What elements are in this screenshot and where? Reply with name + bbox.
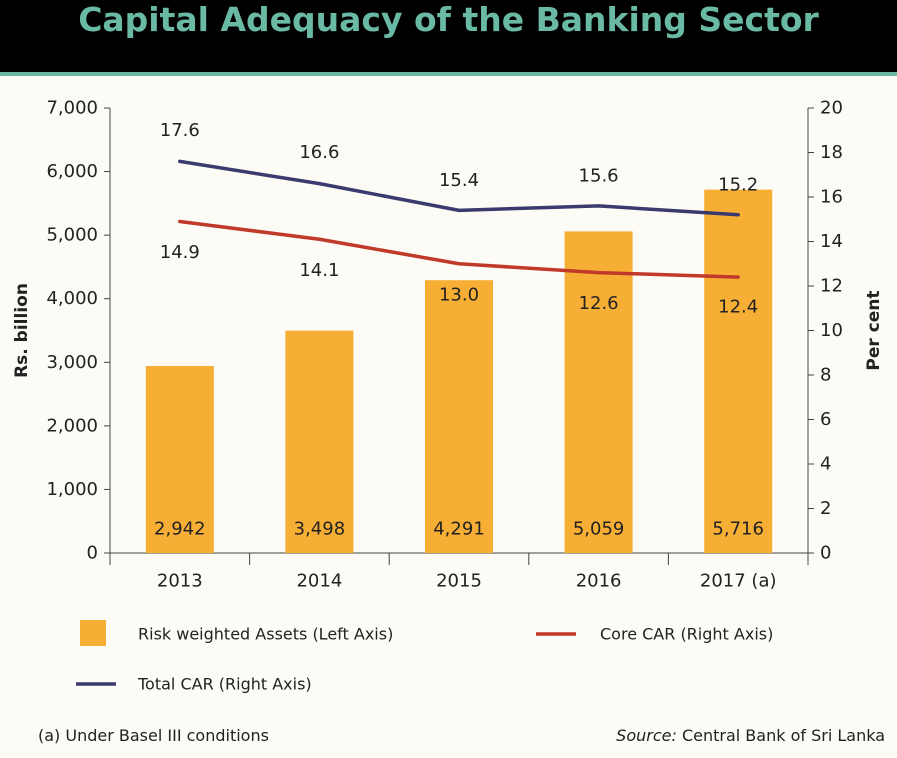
legend-label-core-car: Core CAR (Right Axis) <box>600 625 773 644</box>
y-tick-label: 6,000 <box>46 161 98 182</box>
bar-risk-weighted-assets <box>425 280 493 553</box>
x-tick-label: 2014 <box>296 571 342 592</box>
total-car-line-value-label: 15.6 <box>579 165 619 186</box>
x-tick-label: 2015 <box>436 571 482 592</box>
bar-risk-weighted-assets <box>285 330 354 553</box>
legend-label-total-car: Total CAR (Right Axis) <box>137 675 312 694</box>
footnote: (a) Under Basel III conditions <box>38 726 269 745</box>
total-car-line <box>178 159 740 217</box>
y2-tick-label: 14 <box>820 231 843 252</box>
bar-risk-weighted-assets <box>145 365 214 553</box>
core-car-line <box>178 219 740 279</box>
total-car-line-value-label: 17.6 <box>160 120 200 141</box>
bar-risk-weighted-assets <box>704 189 773 553</box>
y-tick-label: 0 <box>87 543 98 564</box>
total-car-line-value-label: 15.4 <box>439 170 479 191</box>
y2-tick-label: 18 <box>820 142 843 163</box>
y-axis-title: Rs. billion <box>12 283 32 378</box>
total-car-line-value-label: 16.6 <box>299 142 339 163</box>
y-tick-label: 2,000 <box>46 415 98 436</box>
x-tick-label: 2013 <box>157 571 203 592</box>
y-tick-label: 5,000 <box>46 225 98 246</box>
x-tick-label: 2016 <box>576 571 622 592</box>
bar-value-label: 4,291 <box>433 519 485 540</box>
legend-label-risk-weighted-assets: Risk weighted Assets (Left Axis) <box>138 625 393 644</box>
y2-axis-title: Per cent <box>864 290 884 370</box>
bar-value-label: 2,942 <box>154 519 206 540</box>
y2-tick-label: 20 <box>820 98 843 119</box>
core-car-line-value-label: 12.4 <box>718 297 758 318</box>
y-tick-label: 4,000 <box>46 288 98 309</box>
y2-tick-label: 4 <box>820 454 831 475</box>
bar-value-label: 3,498 <box>294 519 346 540</box>
y2-tick-label: 16 <box>820 187 843 208</box>
y2-tick-label: 2 <box>820 498 831 519</box>
source-note: Source: Central Bank of Sri Lanka <box>616 726 885 745</box>
y-tick-label: 7,000 <box>46 98 98 119</box>
bar-value-label: 5,716 <box>712 519 764 540</box>
core-car-line-value-label: 12.6 <box>579 293 619 314</box>
y2-tick-label: 8 <box>820 365 831 386</box>
y-tick-label: 3,000 <box>46 352 98 373</box>
core-car-line-value-label: 13.0 <box>439 284 479 305</box>
title-underline <box>0 72 897 76</box>
y2-tick-label: 0 <box>820 543 831 564</box>
bar-risk-weighted-assets <box>564 231 633 553</box>
chart: 0 1,000 2,000 3,000 4,000 5,000 6,000 7,000 0 2 4 6… <box>12 98 884 694</box>
y2-tick-label: 10 <box>820 320 843 341</box>
chart-title: Capital Adequacy of the Banking Sector <box>78 0 819 39</box>
title-bar: Capital Adequacy of the Banking Sector <box>0 0 897 72</box>
x-tick-label: 2017 (a) <box>700 571 777 592</box>
core-car-line-value-label: 14.9 <box>160 242 200 263</box>
bar-value-label: 5,059 <box>573 519 625 540</box>
total-car-line-value-label: 15.2 <box>718 174 758 195</box>
source-label: Source: <box>616 726 677 745</box>
core-car-line-value-label: 14.1 <box>299 260 339 281</box>
y-tick-label: 1,000 <box>46 479 98 500</box>
legend-swatch-risk-weighted-assets <box>80 620 106 646</box>
source-text: Central Bank of Sri Lanka <box>681 726 885 745</box>
y2-tick-label: 12 <box>820 276 843 297</box>
y2-tick-label: 6 <box>820 409 831 430</box>
